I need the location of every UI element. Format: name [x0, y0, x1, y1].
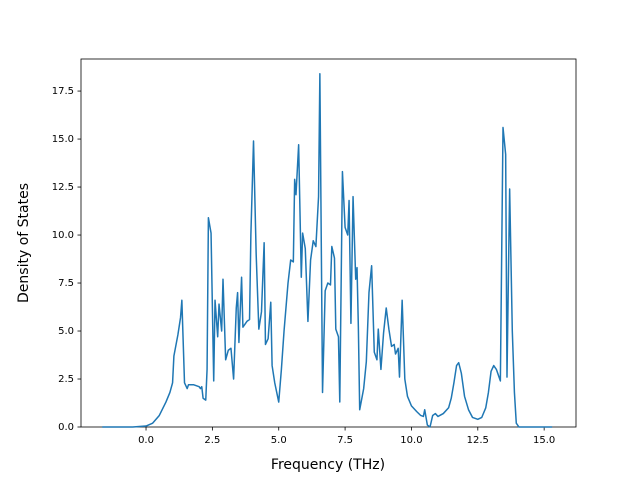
x-tick-label: 15.0 [533, 435, 555, 446]
x-tick-label: 5.0 [271, 435, 287, 446]
y-tick-label: 17.5 [52, 86, 74, 97]
y-tick-label: 0.0 [58, 422, 74, 433]
x-tick-label: 2.5 [204, 435, 220, 446]
x-axis-label: Frequency (THz) [271, 457, 385, 473]
x-tick-label: 12.5 [467, 435, 489, 446]
line-series [102, 73, 553, 428]
x-tick-label: 7.5 [337, 435, 353, 446]
y-tick-label: 7.5 [58, 278, 74, 289]
x-tick-label: 10.0 [400, 435, 422, 446]
y-axis-label: Density of States [16, 183, 32, 303]
x-tick-label: 0.0 [138, 435, 154, 446]
y-tick-label: 10.0 [52, 230, 74, 241]
y-tick-label: 2.5 [58, 374, 74, 385]
axes-frame [80, 58, 577, 428]
y-tick-label: 12.5 [52, 182, 74, 193]
y-tick-label: 5.0 [58, 326, 74, 337]
y-tick-label: 15.0 [52, 134, 74, 145]
